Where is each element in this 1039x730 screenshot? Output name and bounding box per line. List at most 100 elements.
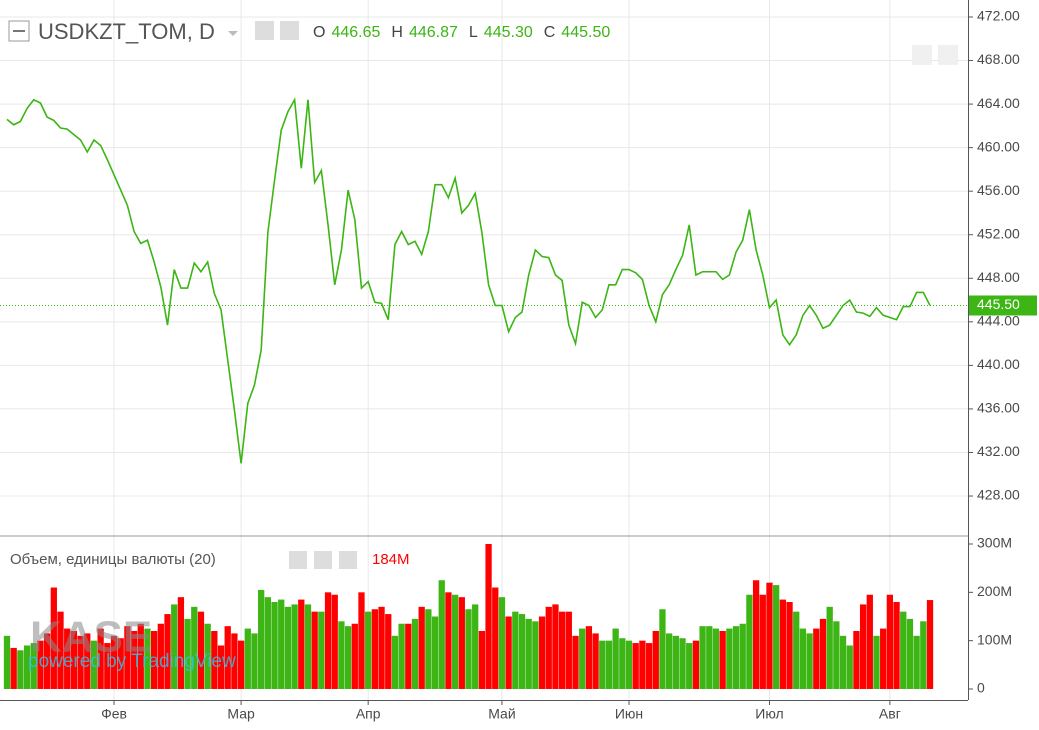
volume-bar: [706, 626, 713, 689]
close-button[interactable]: [339, 551, 357, 569]
ohlc-label: C: [544, 24, 556, 41]
volume-bar: [859, 604, 867, 689]
x-tick-label: Мар: [227, 706, 255, 722]
volume-bar: [880, 628, 887, 689]
volume-bar: [913, 635, 920, 689]
y-tick-label: 200M: [977, 583, 1012, 599]
y-tick-label: 300M: [977, 535, 1012, 551]
volume-bar: [344, 626, 352, 689]
y-tick-label: 472.00: [977, 8, 1020, 24]
volume-bar: [759, 594, 766, 689]
volume-bar: [351, 623, 358, 689]
ohlc-value: 445.30: [484, 24, 533, 41]
x-tick-label: Июн: [615, 706, 643, 722]
volume-bar: [833, 621, 840, 689]
volume-bar: [157, 623, 164, 689]
volume-bar: [371, 609, 379, 689]
volume-bar: [445, 592, 452, 689]
y-tick-label: 448.00: [977, 269, 1020, 285]
volume-bar: [625, 640, 633, 689]
volume-bar: [819, 618, 827, 689]
volume-bar: [171, 604, 178, 689]
volume-bar: [712, 628, 720, 689]
volume-bar: [304, 604, 312, 689]
volume-bar: [10, 647, 17, 689]
visibility-button[interactable]: [255, 21, 274, 40]
visibility-button[interactable]: [289, 551, 307, 569]
volume-bar: [298, 599, 305, 689]
volume-bar: [365, 611, 372, 689]
scroll-button[interactable]: [912, 45, 932, 65]
y-tick-label: 0: [977, 680, 985, 696]
volume-bar: [191, 606, 198, 689]
volume-bar: [619, 638, 626, 689]
volume-bar: [605, 640, 613, 689]
volume-title: Объем, единицы валюты (20): [10, 551, 216, 568]
volume-bar: [612, 628, 619, 689]
settings-button[interactable]: [280, 21, 299, 40]
volume-bar: [251, 633, 258, 689]
volume-bar: [90, 640, 98, 689]
ohlc-label: L: [469, 24, 478, 41]
ohlc-value: 445.50: [561, 24, 610, 41]
volume-bar: [498, 597, 506, 689]
volume-bar: [284, 606, 292, 689]
watermark-logo: KASE: [30, 613, 152, 662]
symbol-title: USDKZT_TOM, D: [38, 19, 215, 44]
y-tick-label: 436.00: [977, 400, 1020, 416]
y-tick-label: 452.00: [977, 225, 1020, 241]
volume-bar: [30, 643, 37, 689]
volume-bar: [786, 601, 793, 689]
volume-bar: [512, 611, 519, 689]
y-tick-label: 428.00: [977, 487, 1020, 503]
volume-bar: [164, 614, 171, 689]
volume-bar: [632, 643, 639, 689]
volume-bar: [572, 635, 579, 689]
volume-bar: [331, 594, 338, 689]
volume-bar: [739, 623, 746, 689]
volume-bar: [57, 611, 64, 689]
volume-bar: [311, 611, 318, 689]
scroll-button[interactable]: [938, 45, 958, 65]
volume-bar: [197, 611, 205, 689]
volume-bar: [752, 580, 760, 689]
y-tick-label: 100M: [977, 631, 1012, 647]
volume-bar: [532, 621, 539, 689]
volume-bar: [465, 609, 472, 689]
y-tick-label: 444.00: [977, 313, 1020, 329]
watermark-credit: powered by TradingView: [28, 651, 236, 672]
volume-bar: [472, 604, 479, 689]
volume-bar: [672, 635, 679, 689]
symbol-menu[interactable]: [228, 31, 238, 36]
y-tick-label: 468.00: [977, 51, 1020, 67]
volume-bar: [773, 585, 780, 689]
volume-bar: [184, 618, 191, 689]
volume-bar: [425, 609, 432, 689]
price-line: [6, 97, 931, 464]
last-price-box: [969, 295, 1037, 316]
volume-bar: [846, 645, 853, 689]
volume-bar: [318, 611, 325, 689]
volume-bar: [666, 633, 673, 689]
volume-bar: [264, 597, 271, 689]
volume-bar: [518, 614, 526, 689]
x-tick-label: Фев: [101, 706, 127, 722]
y-tick-label: 464.00: [977, 95, 1020, 111]
volume-bar: [679, 638, 686, 689]
settings-button[interactable]: [314, 551, 332, 569]
volume-bar: [579, 628, 586, 689]
volume-bar: [920, 621, 927, 689]
volume-bar: [485, 544, 492, 689]
volume-bar: [231, 633, 238, 689]
volume-bar: [211, 630, 218, 689]
volume-bar: [699, 626, 706, 689]
volume-bar: [77, 635, 84, 689]
volume-bar: [719, 630, 726, 689]
volume-bar: [391, 635, 399, 689]
volume-bar: [599, 640, 606, 689]
volume-bar: [839, 635, 847, 689]
volume-bar: [237, 640, 245, 689]
volume-bar: [652, 630, 659, 689]
volume-bar: [338, 621, 345, 689]
volume-bar: [378, 606, 385, 689]
